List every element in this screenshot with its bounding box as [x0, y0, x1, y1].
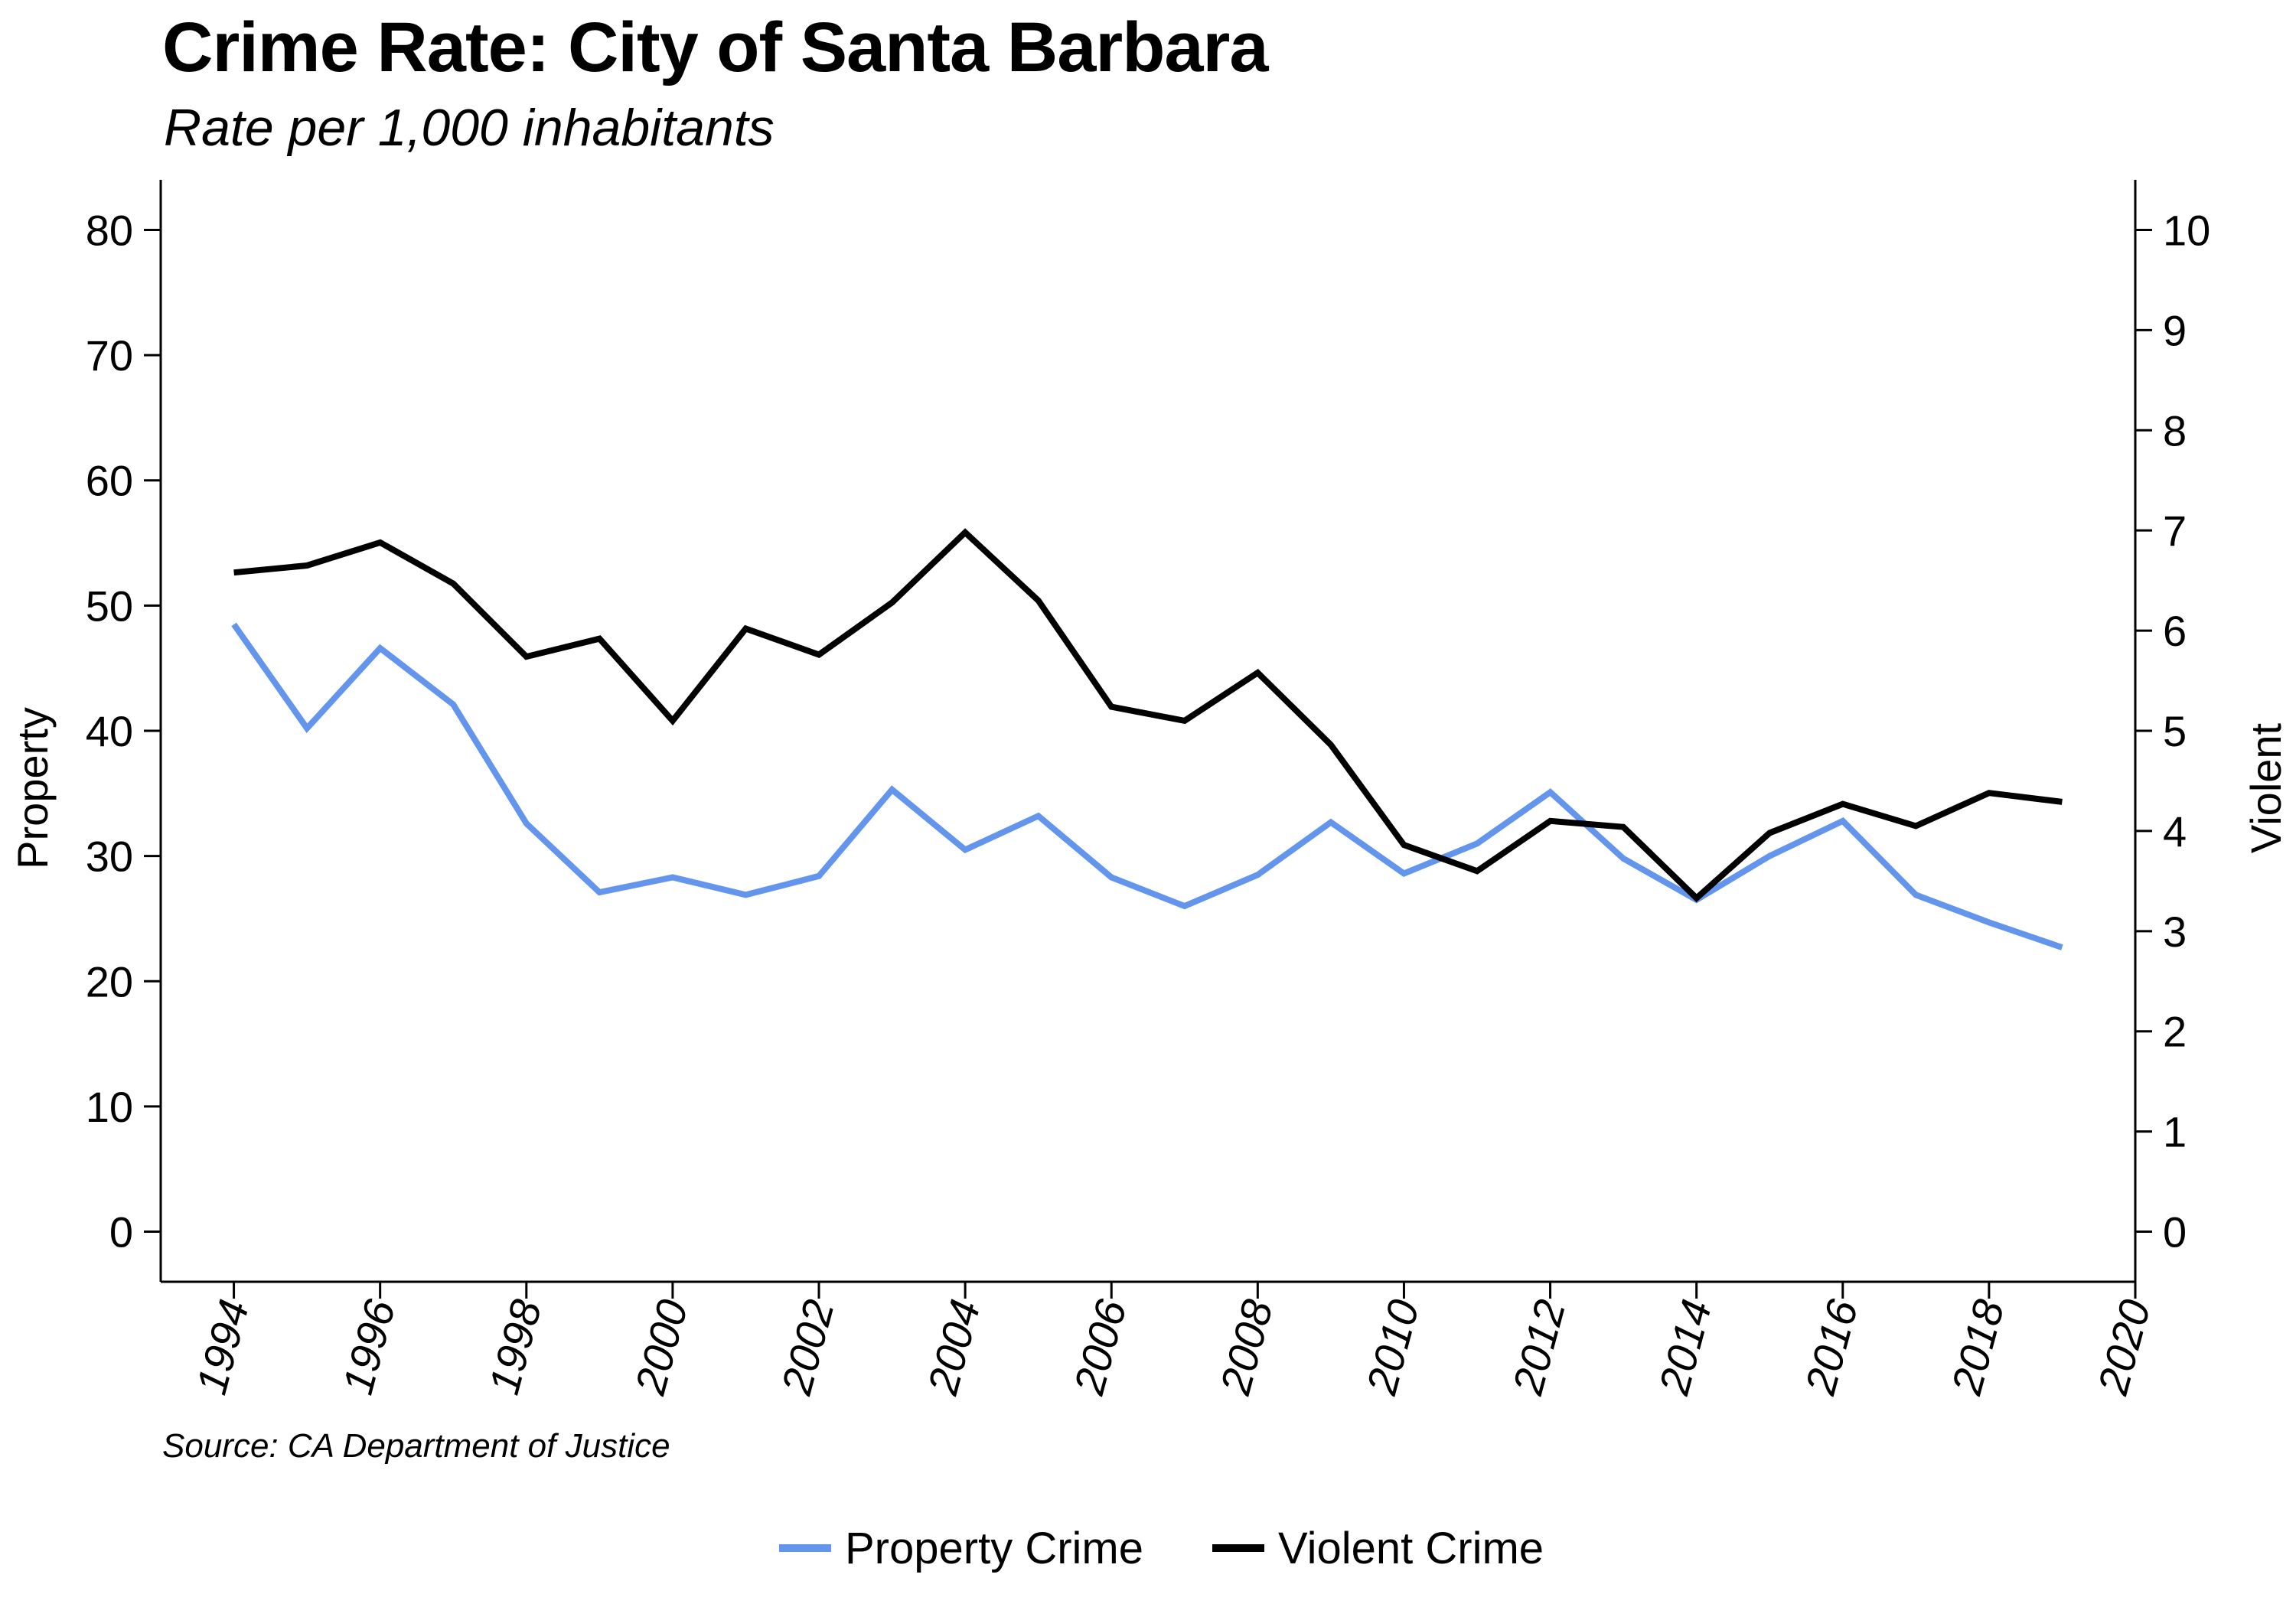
x-tick-label: 2014 — [1649, 1295, 1720, 1400]
x-tick-label: 2012 — [1503, 1295, 1574, 1400]
series-layer — [231, 528, 2063, 950]
y-right-tick-label: 5 — [2163, 707, 2187, 755]
y-left-tick-label: 30 — [86, 833, 133, 881]
x-tick-label: 2018 — [1942, 1295, 2013, 1400]
y-left-tick-label: 40 — [86, 707, 133, 755]
x-tick-label: 1996 — [333, 1294, 404, 1399]
y-left-tick-label: 10 — [86, 1083, 133, 1131]
legend: Property Crime Violent Crime — [779, 1524, 1544, 1573]
axes: 0 10 20 30 40 50 60 70 80 0 1 2 3 4 5 6 7 8 9 10 1994 1996 199… — [86, 180, 2210, 1400]
x-tick-label: 2020 — [2088, 1295, 2159, 1400]
y-left-tick-label: 50 — [86, 582, 133, 630]
x-tick-label: 2016 — [1795, 1294, 1867, 1400]
y-left-tick-label: 80 — [86, 206, 133, 254]
x-tick-label: 2004 — [918, 1295, 989, 1400]
y-left-tick-label: 20 — [86, 957, 133, 1006]
y-right-tick-label: 3 — [2163, 908, 2187, 956]
y-right-tick-label: 8 — [2163, 406, 2187, 455]
y-left-tick-label: 60 — [86, 457, 133, 505]
y-right-tick-label: 6 — [2163, 607, 2187, 655]
x-tick-label: 2002 — [771, 1295, 843, 1400]
property-crime-line — [231, 622, 2063, 950]
violent-crime-line — [233, 528, 2063, 903]
y-right-tick-label: 10 — [2163, 206, 2210, 254]
y-right-tick-label: 4 — [2163, 807, 2187, 856]
axis-titles: Property Violent — [8, 707, 2290, 869]
chart-subtitle: Rate per 1,000 inhabitants — [164, 99, 775, 157]
y-right-tick-label: 2 — [2163, 1008, 2187, 1056]
x-tick-label: 1994 — [187, 1295, 258, 1400]
x-tick-label: 2000 — [625, 1295, 696, 1400]
y-axis-right-title: Violent — [2242, 722, 2290, 853]
y-right-tick-label: 0 — [2163, 1208, 2187, 1257]
source-note: Source: CA Department of Justice — [162, 1427, 670, 1465]
legend-label-violent-crime: Violent Crime — [1278, 1524, 1544, 1573]
x-tick-label: 1998 — [479, 1295, 550, 1400]
x-tick-label: 2006 — [1064, 1294, 1136, 1400]
y-right-tick-label: 1 — [2163, 1108, 2187, 1156]
y-axis-left-title: Property — [8, 707, 57, 869]
y-right-tick-label: 9 — [2163, 306, 2187, 354]
chart-title: Crime Rate: City of Santa Barbara — [162, 8, 1269, 86]
x-tick-label: 2008 — [1211, 1295, 1282, 1400]
legend-label-property-crime: Property Crime — [845, 1524, 1143, 1573]
x-tick-label: 2010 — [1357, 1295, 1428, 1400]
y-left-tick-label: 0 — [109, 1208, 133, 1257]
y-left-tick-label: 70 — [86, 331, 133, 380]
y-right-tick-label: 7 — [2163, 507, 2187, 555]
